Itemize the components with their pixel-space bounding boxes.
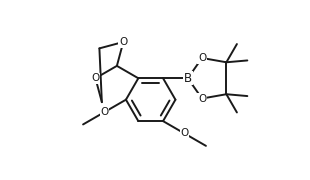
- Text: O: O: [198, 53, 206, 63]
- Text: O: O: [100, 107, 108, 117]
- Text: O: O: [91, 73, 100, 83]
- Text: O: O: [180, 129, 188, 138]
- Text: B: B: [184, 72, 192, 85]
- Text: O: O: [119, 37, 127, 47]
- Text: O: O: [198, 94, 206, 104]
